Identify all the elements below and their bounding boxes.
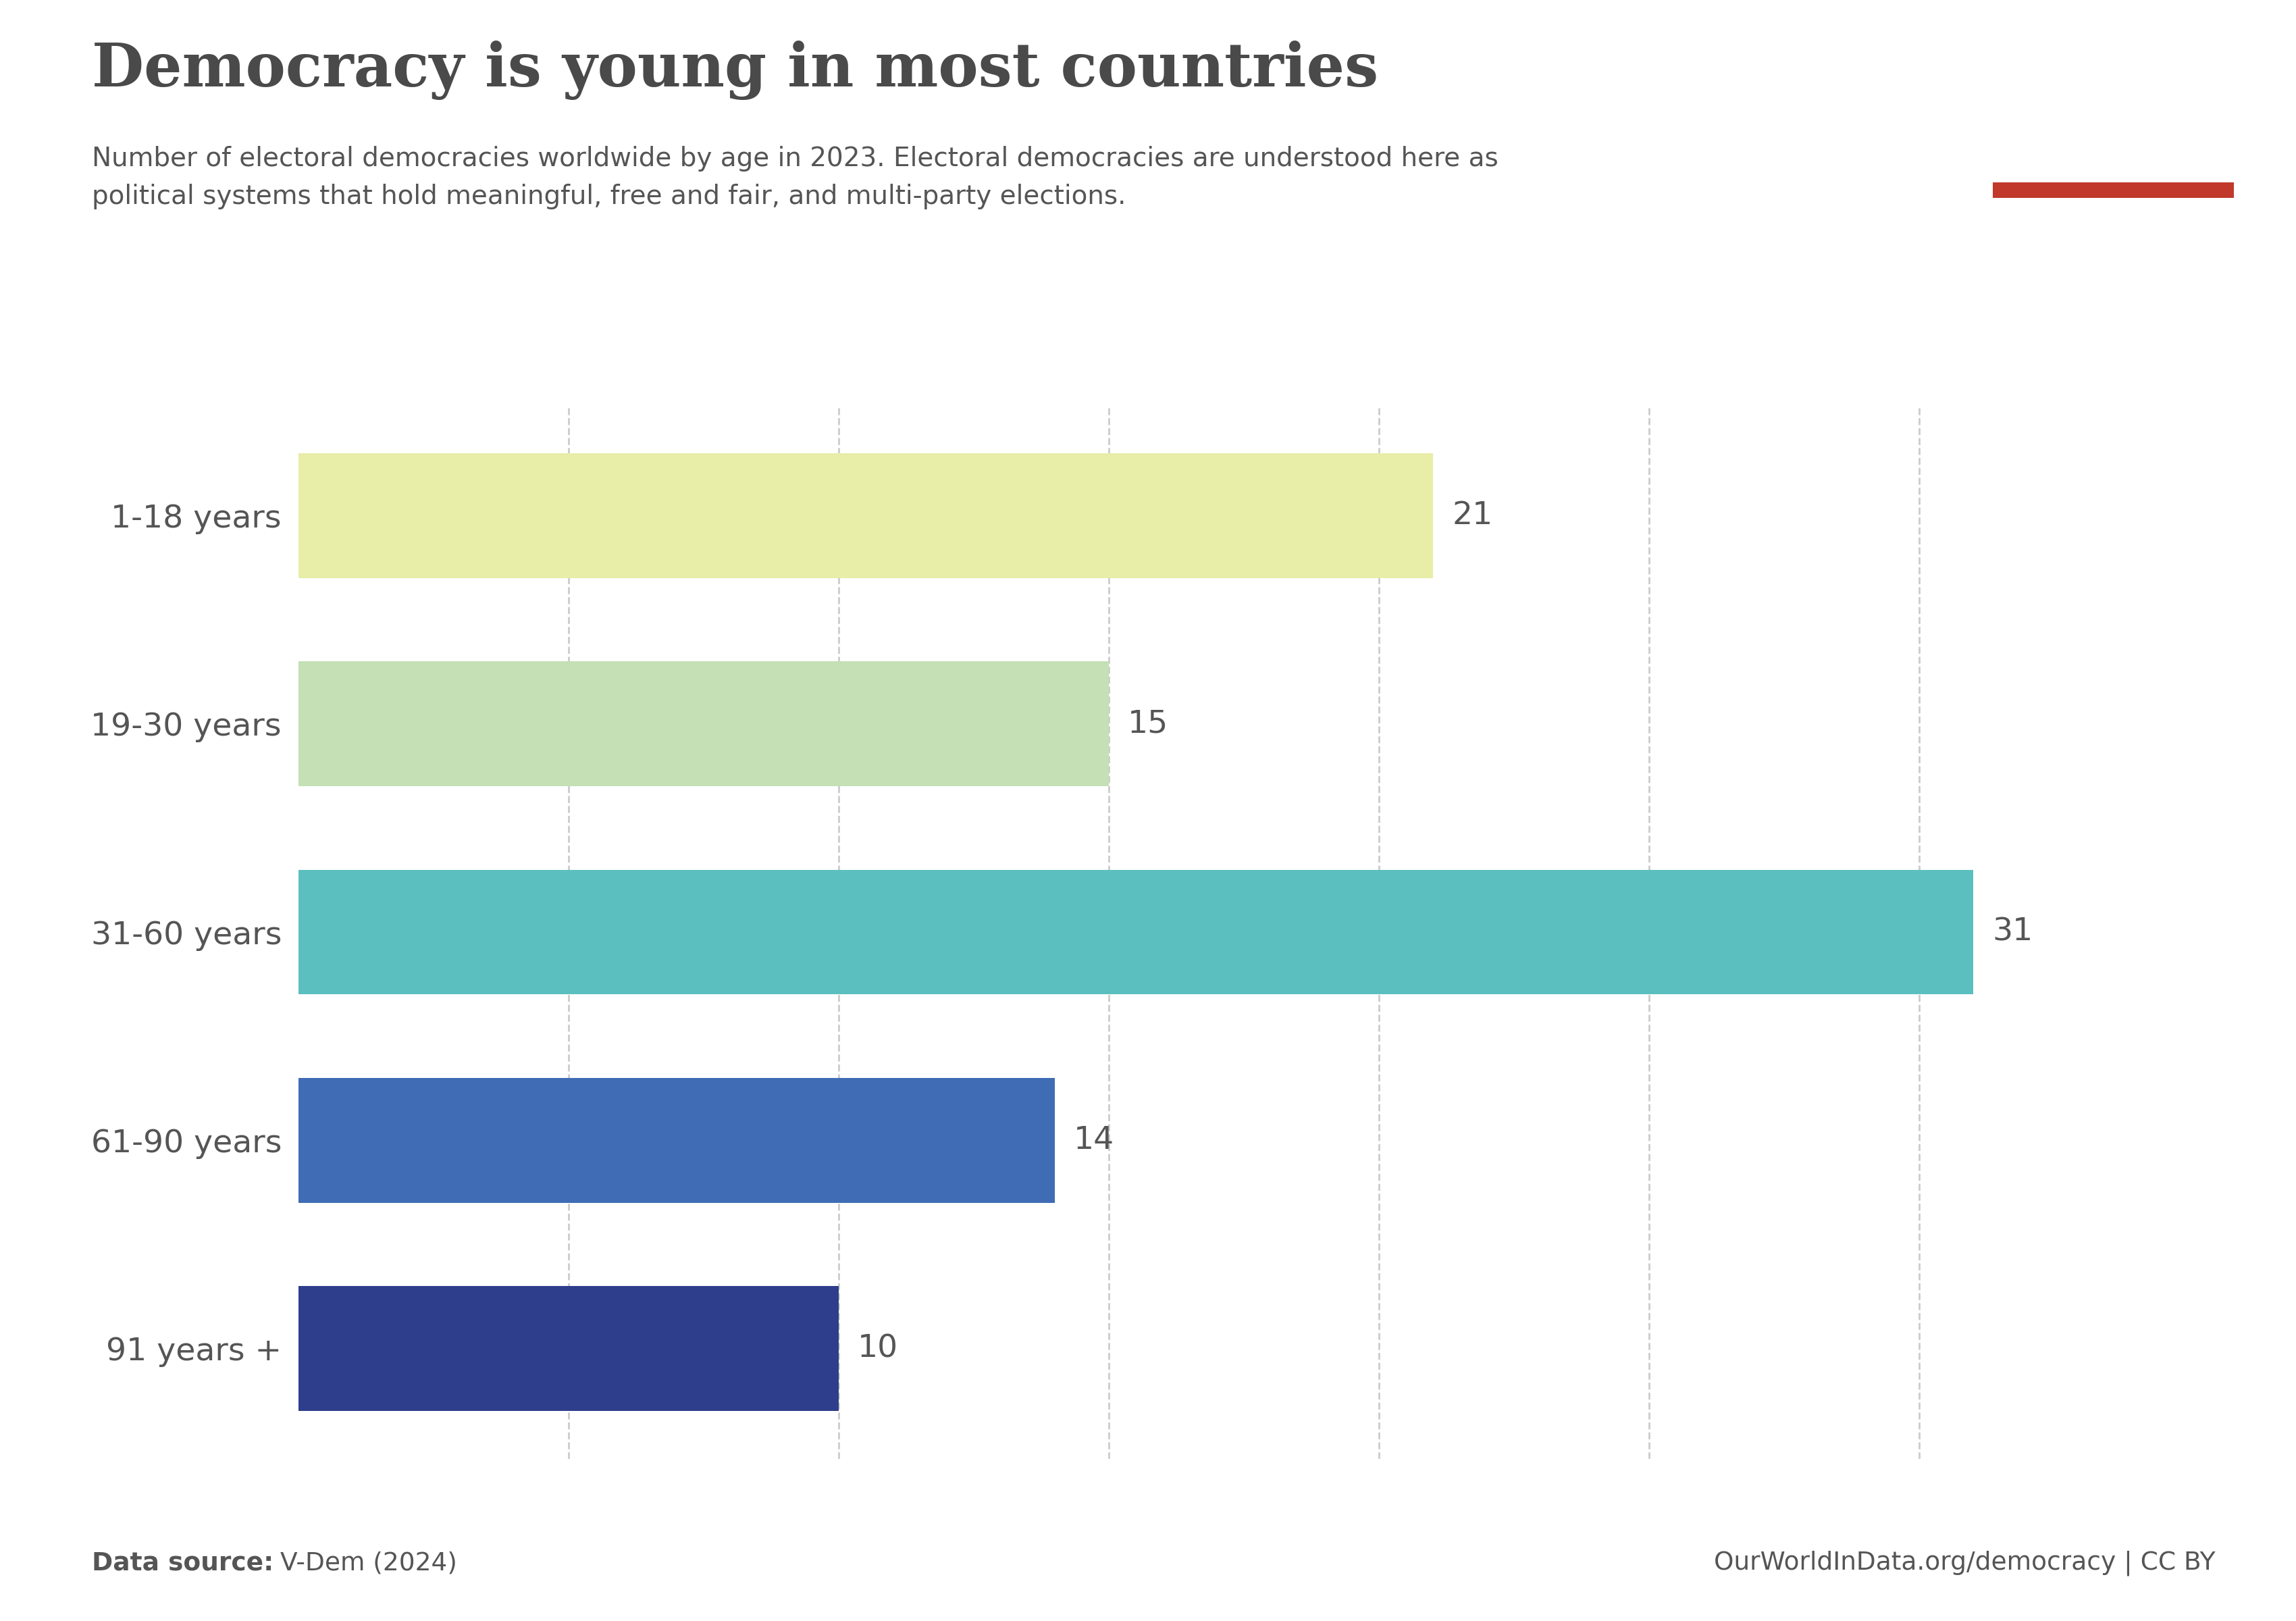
Text: Democracy is young in most countries: Democracy is young in most countries <box>92 41 1378 101</box>
Text: Data source:: Data source: <box>92 1551 273 1576</box>
Bar <box>298 454 1433 579</box>
Bar <box>298 869 1972 995</box>
Text: 10: 10 <box>859 1334 898 1363</box>
Text: Our World: Our World <box>2050 79 2177 102</box>
Bar <box>298 1285 838 1410</box>
Bar <box>298 661 1109 786</box>
Bar <box>298 1078 1054 1203</box>
Text: 14: 14 <box>1075 1125 1114 1156</box>
Text: OurWorldInData.org/democracy | CC BY: OurWorldInData.org/democracy | CC BY <box>1715 1550 2216 1576</box>
Text: in Data: in Data <box>2069 126 2158 149</box>
Bar <box>1993 183 2234 198</box>
Text: Number of electoral democracies worldwide by age in 2023. Electoral democracies : Number of electoral democracies worldwid… <box>92 146 1499 209</box>
Text: 15: 15 <box>1127 708 1169 739</box>
Text: 31: 31 <box>1993 917 2032 947</box>
Text: V-Dem (2024): V-Dem (2024) <box>280 1551 457 1576</box>
Text: 21: 21 <box>1451 501 1492 530</box>
